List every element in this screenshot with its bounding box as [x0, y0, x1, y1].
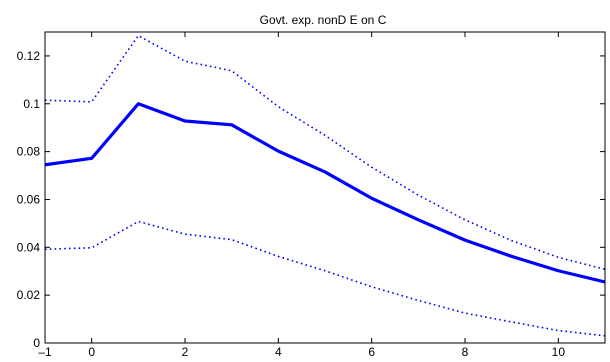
y-tick-label: 0.06 — [17, 192, 41, 206]
y-tick-label: 0.1 — [23, 97, 40, 111]
axes-box — [44, 31, 606, 344]
series-line-band-1 — [45, 34, 605, 271]
x-tick-label: –1 — [38, 345, 52, 359]
y-tick-label: 0.02 — [17, 288, 41, 302]
y-tick-label: 0.08 — [17, 145, 41, 159]
y-tick-label: 0.12 — [17, 49, 41, 63]
x-tick-label: 6 — [368, 345, 375, 359]
plot-area — [45, 34, 605, 337]
x-tick-label: 2 — [182, 345, 189, 359]
y-tick-label: 0 — [33, 336, 40, 350]
series-line-estimate — [45, 102, 605, 284]
x-tick-label: 8 — [462, 345, 469, 359]
series-line-band-2 — [45, 220, 605, 337]
x-tick-label: 0 — [88, 345, 95, 359]
chart-title: Govt. exp. nonD E on C — [260, 13, 387, 27]
y-tick-label: 0.04 — [17, 240, 41, 254]
x-tick-label: 10 — [552, 345, 566, 359]
x-tick-label: 4 — [275, 345, 282, 359]
